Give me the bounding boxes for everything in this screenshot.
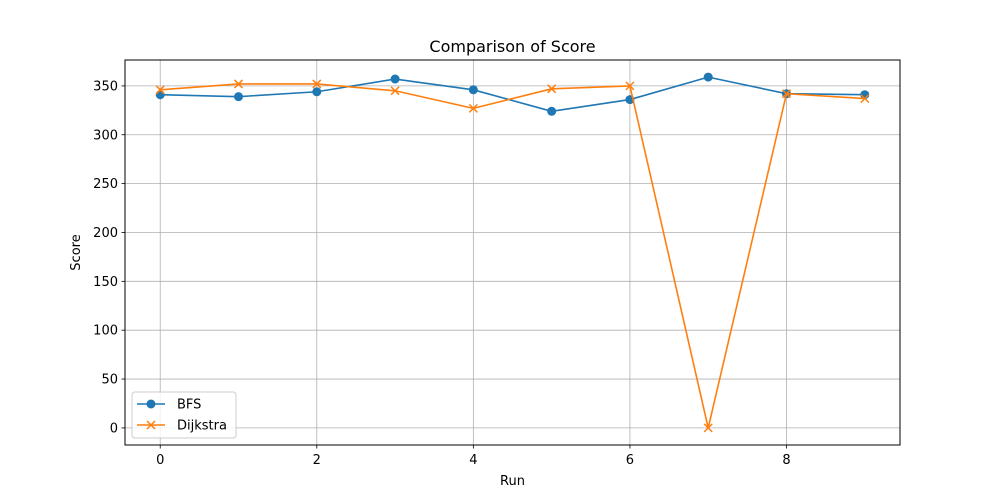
y-axis-label: Score [69,234,84,270]
data-point-dijkstra [233,79,244,89]
data-point-bfs [312,87,322,97]
data-point-bfs [234,92,244,102]
data-point-dijkstra [547,84,557,94]
legend-marker-bfs [146,399,156,409]
y-tick-label: 250 [93,177,118,192]
y-tick-label: 300 [93,128,118,143]
y-tick-label: 350 [93,79,118,94]
plot-area-frame [124,59,901,446]
series-layer [155,72,870,433]
y-tick-label: 50 [101,373,118,388]
data-point-bfs [703,72,713,82]
y-tick-label: 100 [93,324,118,339]
legend-marker-dijkstra [146,420,156,430]
x-tick-label: 6 [626,453,634,468]
data-point-dijkstra [625,81,635,91]
y-tick-label: 0 [110,421,118,436]
legend-label-dijkstra: Dijkstra [177,419,227,434]
data-point-dijkstra [781,89,792,99]
legend-label-bfs: BFS [177,398,201,413]
axes: 0 2 4 6 8 0 50 100 150 200 250 300 350 [93,79,790,468]
series-line-bfs [160,76,865,113]
data-point-bfs [155,90,165,100]
data-point-bfs [390,74,400,84]
x-tick-label: 2 [313,453,321,468]
legend: BFS Dijkstra [131,391,237,439]
x-axis-label: Run [500,474,525,489]
data-point-dijkstra [312,79,322,89]
x-tick-label: 4 [469,453,477,468]
y-tick-label: 200 [93,226,118,241]
data-point-bfs [547,106,557,116]
data-point-dijkstra [703,423,713,433]
data-point-dijkstra [860,94,870,104]
x-tick-label: 0 [156,453,164,468]
grid [125,60,900,445]
y-tick-label: 150 [93,275,118,290]
chart-title: Comparison of Score [429,37,595,56]
data-point-dijkstra [390,86,400,96]
data-point-dijkstra [155,85,165,95]
x-tick-label: 8 [782,453,790,468]
data-point-bfs [468,85,478,95]
data-point-dijkstra [468,103,478,113]
series-line-dijkstra [160,83,865,429]
